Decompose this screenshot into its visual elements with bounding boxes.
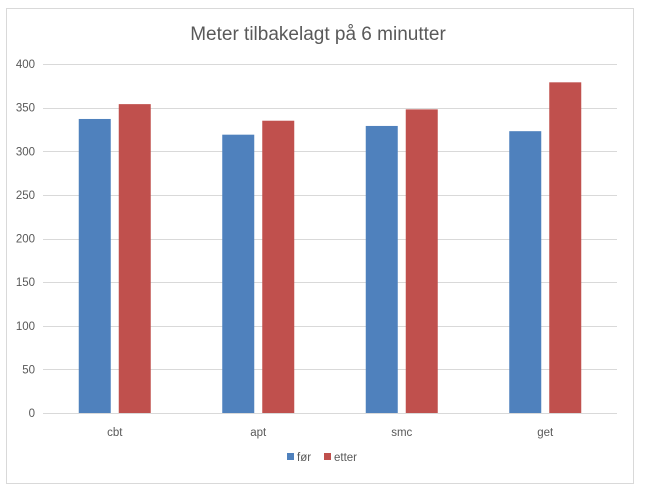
y-axis-ticks: 0 50 100 150 200 250 300 350 400	[16, 59, 35, 420]
bar-cbt-før	[78, 118, 111, 413]
y-tick-label: 50	[22, 364, 35, 376]
bars	[78, 82, 582, 414]
y-tick-label: 200	[16, 234, 35, 246]
y-tick-label: 150	[16, 277, 35, 289]
legend-label: før	[297, 452, 311, 464]
bar-get-etter	[549, 82, 582, 413]
x-tick-label: cbt	[107, 427, 123, 439]
y-tick-label: 100	[16, 321, 35, 333]
bar-apt-før	[222, 134, 255, 414]
bar-apt-etter	[262, 120, 295, 414]
legend-item: før	[287, 452, 311, 464]
y-tick-label: 250	[16, 190, 35, 202]
legend-swatch	[324, 453, 331, 460]
bar-cbt-etter	[118, 104, 151, 413]
y-tick-label: 300	[16, 146, 35, 158]
y-tick-label: 350	[16, 103, 35, 115]
chart-title: Meter tilbakelagt på 6 minutter	[190, 24, 446, 45]
bar-get-før	[509, 131, 542, 413]
x-tick-label: smc	[391, 427, 412, 439]
x-tick-label: get	[537, 427, 554, 439]
legend: før etter	[287, 452, 357, 464]
legend-item: etter	[324, 452, 357, 464]
y-tick-label: 0	[29, 408, 35, 420]
legend-swatch	[287, 453, 294, 460]
y-tick-label: 400	[16, 59, 35, 71]
bar-smc-etter	[405, 109, 438, 414]
x-tick-label: apt	[250, 427, 267, 439]
bar-smc-før	[365, 125, 398, 413]
x-axis-ticks: cbt apt smc get	[107, 427, 554, 439]
legend-label: etter	[334, 452, 357, 464]
